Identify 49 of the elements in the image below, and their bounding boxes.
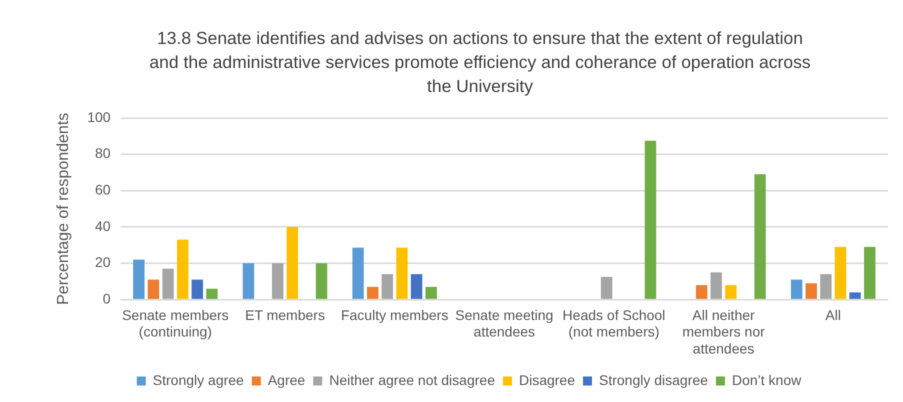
- x-tick-label: Heads of School (not members): [562, 306, 666, 340]
- legend-label: Neither agree not disagree: [329, 372, 496, 388]
- legend-label: Agree: [268, 372, 306, 388]
- y-tick-label: 40: [94, 218, 111, 234]
- bar: [286, 226, 298, 299]
- bar: [806, 283, 817, 299]
- x-tick-label: Senate meeting attendees: [455, 306, 554, 340]
- x-tick-label: All: [825, 306, 841, 323]
- bar: [176, 240, 188, 299]
- bar: [725, 285, 737, 299]
- bar: [425, 286, 437, 299]
- y-tick-label: 100: [87, 108, 111, 125]
- bar: [834, 246, 846, 299]
- bar: [410, 274, 422, 299]
- x-tick-label: All neither members nor attendees: [682, 306, 766, 356]
- bar: [600, 276, 612, 299]
- bar: [864, 246, 876, 299]
- bar: [352, 248, 364, 299]
- bar: [820, 274, 832, 299]
- bar: [242, 263, 254, 299]
- bar: [133, 260, 145, 299]
- bar: [790, 280, 802, 299]
- bar: [849, 292, 861, 299]
- y-tick-label: 80: [94, 145, 111, 162]
- bar: [192, 280, 204, 299]
- y-tick-label: 0: [102, 290, 111, 306]
- bar: [162, 268, 174, 299]
- bar: [644, 140, 656, 299]
- bar: [367, 286, 378, 299]
- legend-label: Strongly agree: [152, 372, 244, 388]
- bar: [396, 248, 408, 299]
- bar: [206, 288, 218, 299]
- x-tick-label: Senate members (continuing): [122, 306, 229, 340]
- y-tick-label: 20: [94, 254, 111, 270]
- bar: [316, 263, 328, 299]
- bar: [272, 263, 284, 299]
- y-axis-title: Percentage of respondents: [55, 112, 72, 305]
- legend-label: Strongly disagree: [599, 372, 708, 388]
- legend-label: Don’t know: [732, 372, 802, 388]
- x-tick-label: ET members: [245, 306, 325, 323]
- x-tick-label: Faculty members: [340, 306, 448, 323]
- chart-title: 13.8 Senate identifies and advises on actions to ensure that the extent of regulation and the administrative services promote efficiency and coherance of operation across the University: [148, 27, 812, 98]
- bar: [754, 174, 766, 299]
- bar: [710, 272, 722, 299]
- bar: [696, 285, 708, 299]
- bar: [382, 274, 394, 299]
- y-tick-label: 60: [94, 182, 111, 198]
- bar: [148, 280, 160, 299]
- legend-label: Disagree: [518, 372, 576, 388]
